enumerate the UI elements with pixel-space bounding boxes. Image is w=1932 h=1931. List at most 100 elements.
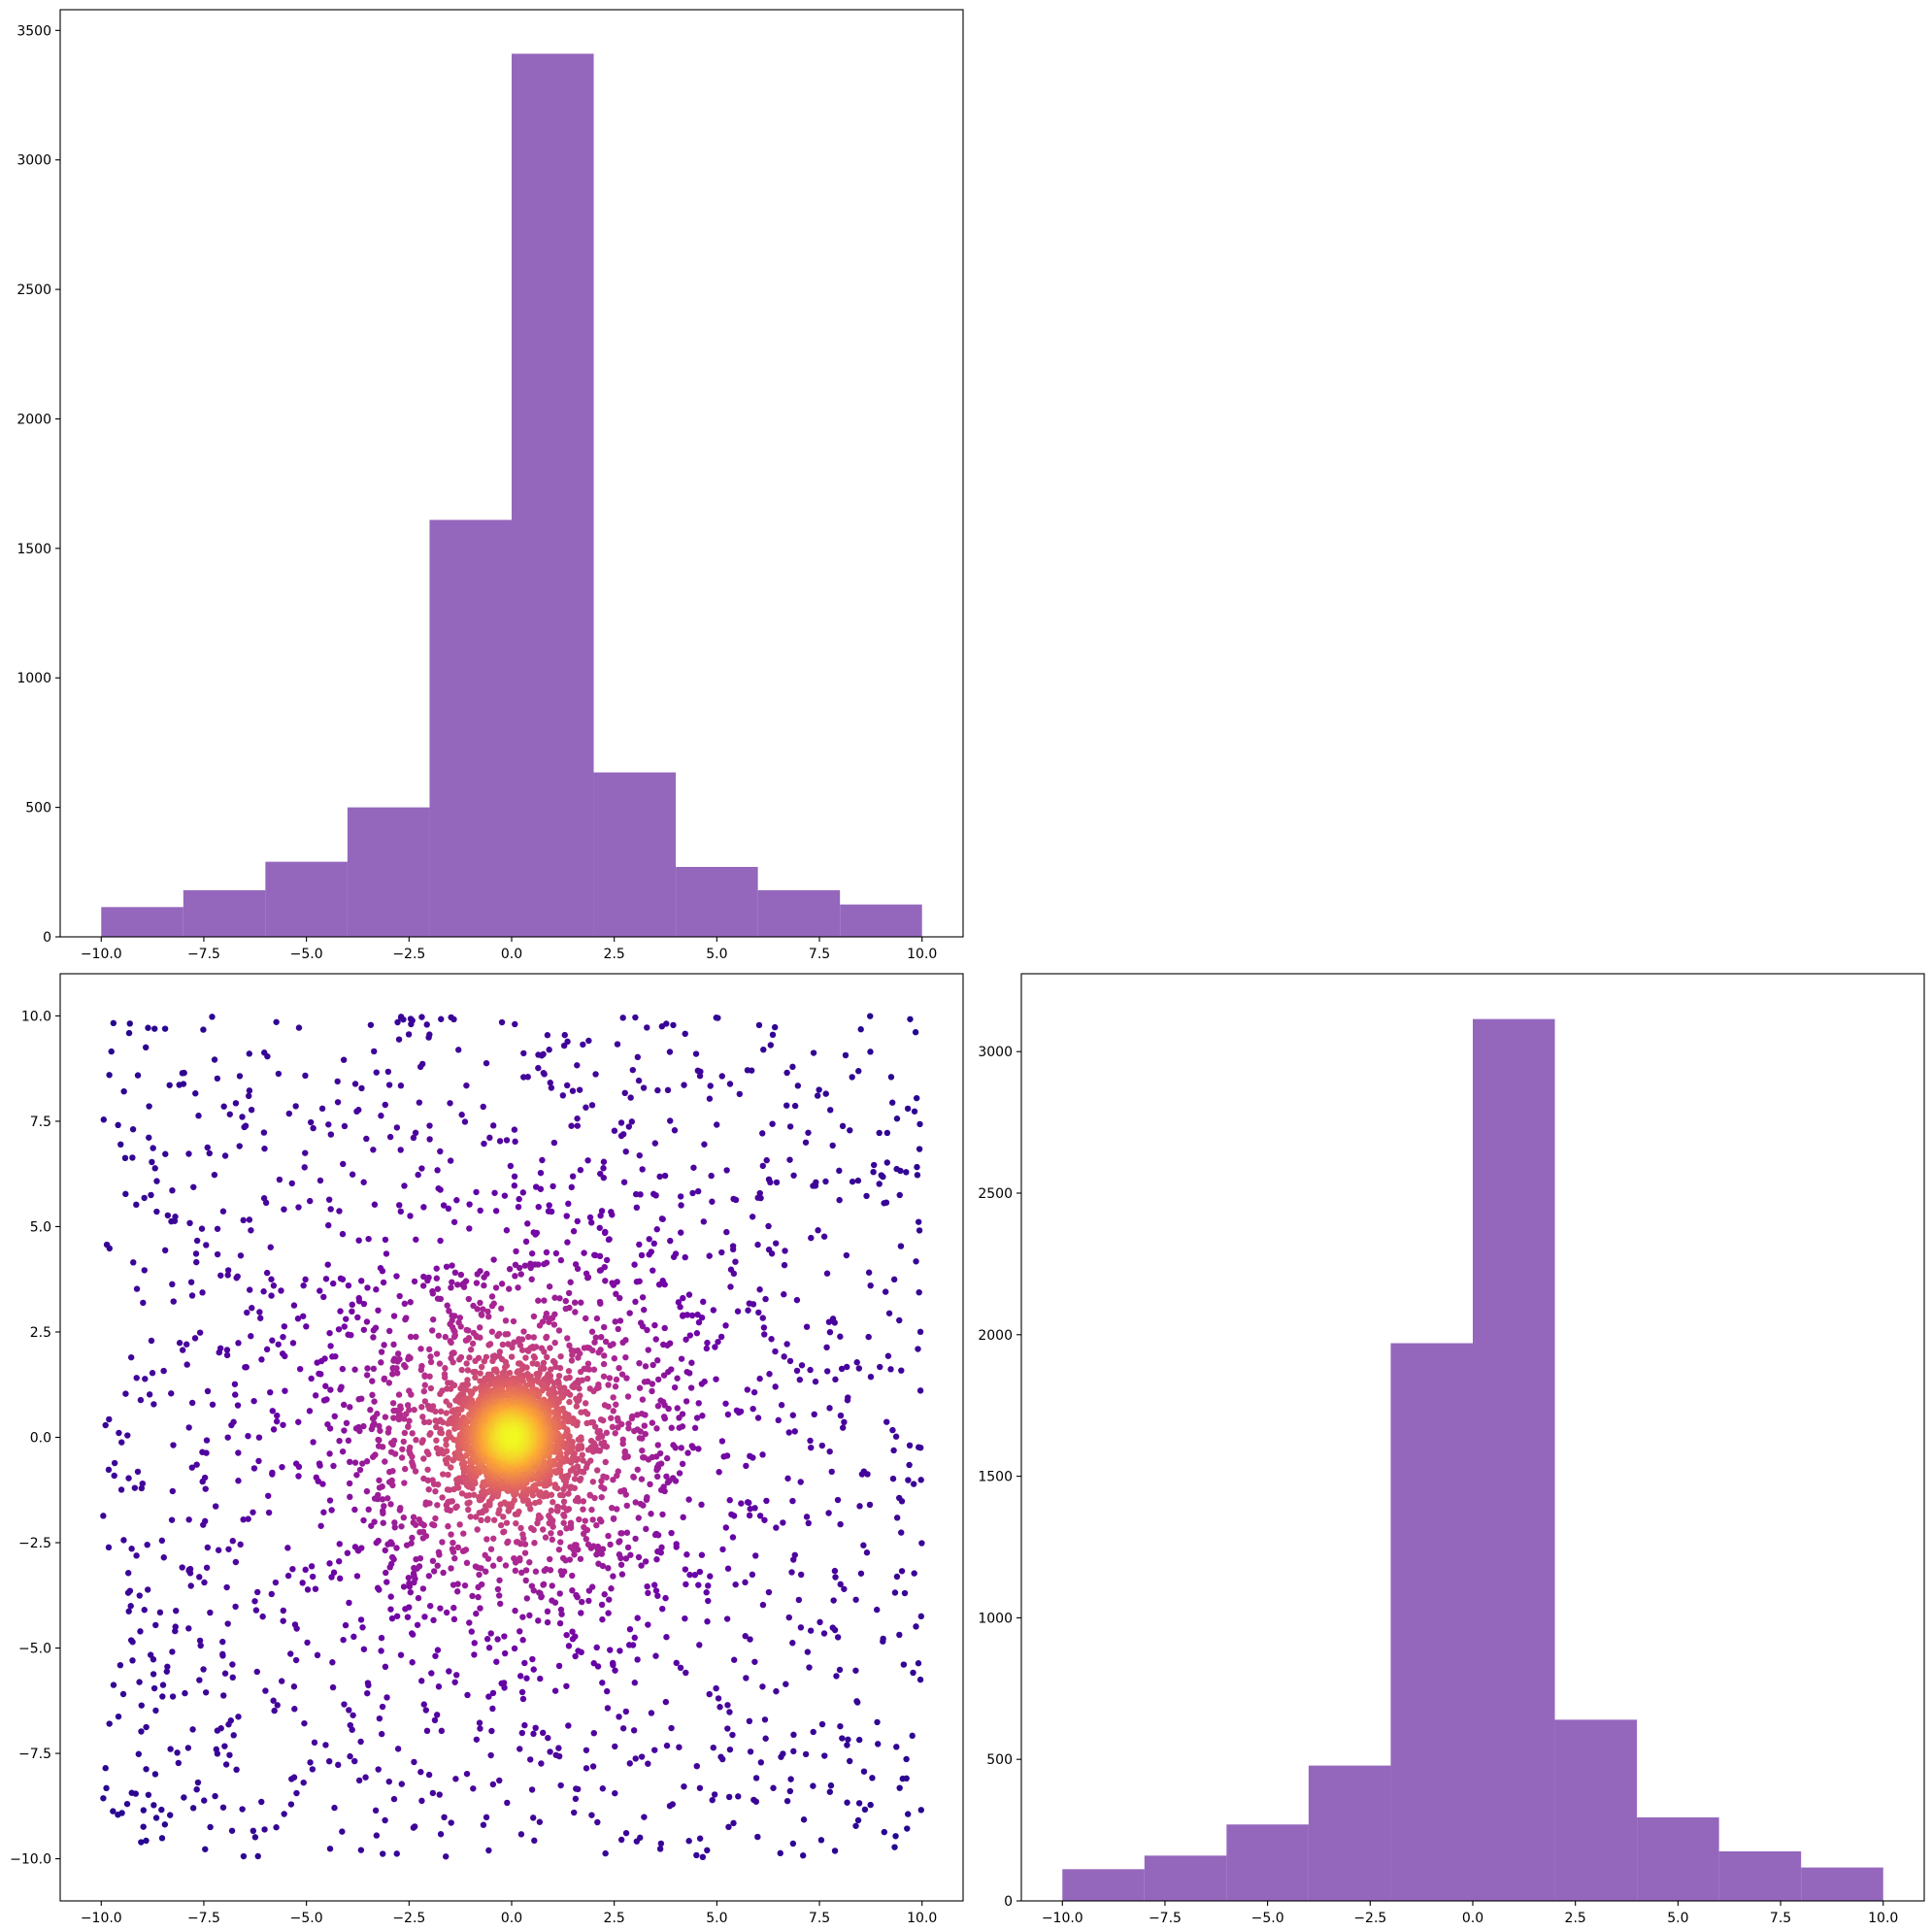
scatter-point [469, 1340, 477, 1348]
scatter-point [867, 1282, 874, 1289]
scatter-point [181, 1794, 187, 1801]
scatter-point [446, 1308, 452, 1315]
scatter-point [577, 1475, 584, 1482]
scatter-point [201, 1579, 208, 1586]
scatter-point [540, 1526, 547, 1533]
scatter-point [355, 1237, 362, 1244]
scatter-point [306, 1408, 314, 1415]
scatter-point [632, 1298, 639, 1306]
scatter-point [365, 1506, 372, 1514]
scatter-point [563, 1375, 570, 1382]
scatter-point [618, 1371, 626, 1378]
scatter-point [485, 1847, 492, 1854]
scatter-point [789, 1497, 796, 1505]
scatter-point [263, 1269, 271, 1277]
scatter-point [547, 1345, 553, 1351]
scatter-point [783, 1102, 790, 1109]
scatter-point [589, 1516, 596, 1523]
scatter-point [321, 1355, 328, 1362]
scatter-point [487, 1751, 494, 1759]
scatter-point [494, 1585, 502, 1593]
scatter-point [220, 1103, 227, 1110]
scatter-point [888, 1099, 896, 1106]
scatter-point [905, 1477, 912, 1483]
scatter-point [635, 1077, 643, 1084]
scatter-point [322, 1742, 329, 1748]
scatter-point [230, 1418, 237, 1425]
scatter-point [531, 1261, 539, 1268]
scatter-point [530, 1334, 537, 1341]
scatter-point [327, 1343, 334, 1349]
scatter-point [268, 1292, 275, 1299]
scatter-point [331, 1804, 338, 1812]
scatter-point [518, 1347, 526, 1353]
scatter-point [188, 1292, 196, 1299]
scatter-point [278, 1287, 284, 1294]
scatter-point [613, 1401, 619, 1408]
scatter-point [906, 1461, 913, 1469]
scatter-point [433, 1265, 440, 1272]
scatter-point [181, 1069, 187, 1077]
scatter-point [605, 1610, 612, 1616]
scatter-point [367, 1407, 374, 1414]
scatter-point [532, 1568, 540, 1575]
scatter-point [608, 1585, 615, 1592]
scatter-point [601, 1229, 609, 1237]
scatter-point [336, 1437, 343, 1445]
scatter-point [837, 1581, 844, 1588]
scatter-point [874, 1718, 881, 1726]
scatter-point [584, 1360, 592, 1367]
scatter-point [683, 1669, 689, 1677]
scatter-point [678, 1202, 684, 1209]
scatter-point [405, 1422, 412, 1430]
scatter-point [565, 1368, 573, 1375]
scatter-point [547, 1748, 553, 1755]
scatter-point [626, 1310, 633, 1316]
scatter-point [567, 1519, 575, 1526]
scatter-point [616, 1294, 623, 1302]
scatter-point [820, 1630, 828, 1637]
scatter-point [810, 1049, 817, 1056]
scatter-point [918, 1540, 925, 1547]
scatter-point [562, 1297, 570, 1305]
scatter-point [655, 1281, 663, 1288]
scatter-point [144, 1541, 150, 1548]
scatter-point [462, 1547, 470, 1553]
scatter-point [427, 1384, 435, 1392]
scatter-point [480, 1103, 486, 1111]
scatter-point [857, 1570, 865, 1577]
scatter-point [783, 1681, 789, 1687]
scatter-point [440, 1471, 447, 1478]
scatter-point [516, 1342, 524, 1348]
scatter-point [149, 1158, 155, 1166]
scatter-point [602, 1278, 609, 1284]
scatter-point [434, 1502, 441, 1509]
scatter-point [524, 1220, 531, 1227]
scatter-point [635, 1553, 643, 1561]
scatter-point [453, 1588, 461, 1595]
scatter-point [540, 1729, 547, 1737]
scatter-point [357, 1738, 364, 1746]
scatter-point [258, 1798, 265, 1806]
scatter-point [300, 1282, 307, 1289]
scatter-point [371, 1398, 378, 1405]
scatter-point [858, 1471, 866, 1478]
scatter-point [765, 1588, 773, 1596]
scatter-point [269, 1469, 276, 1477]
scatter-point [853, 1359, 860, 1366]
scatter-point [185, 1150, 192, 1157]
scatter-point [432, 1408, 439, 1415]
scatter-point [599, 1615, 606, 1623]
scatter-point [379, 1496, 386, 1503]
scatter-point [394, 1370, 401, 1377]
scatter-point [214, 1225, 221, 1232]
scatter-point [295, 1463, 303, 1471]
scatter-point [150, 1671, 157, 1678]
scatter-point [358, 1545, 365, 1551]
scatter-point [771, 1023, 779, 1031]
scatter-point [133, 1375, 140, 1382]
scatter-point [595, 1348, 602, 1356]
scatter-point [409, 1430, 416, 1437]
scatter-point [683, 1398, 690, 1405]
scatter-point [865, 1269, 873, 1276]
